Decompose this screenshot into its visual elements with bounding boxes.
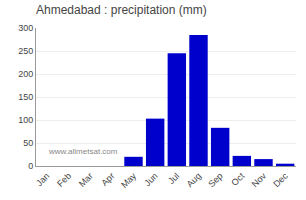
svg-text:Dec: Dec	[271, 170, 290, 189]
svg-text:Jul: Jul	[166, 171, 181, 186]
svg-text:Jan: Jan	[34, 171, 51, 188]
svg-text:Feb: Feb	[55, 171, 73, 189]
svg-text:www.allmetsat.com: www.allmetsat.com	[48, 147, 118, 156]
svg-text:Apr: Apr	[99, 171, 116, 188]
svg-text:150: 150	[18, 92, 33, 102]
svg-text:Nov: Nov	[250, 170, 269, 189]
svg-text:Mar: Mar	[77, 171, 95, 189]
svg-text:Ahmedabad : precipitation (mm): Ahmedabad : precipitation (mm)	[36, 3, 207, 17]
svg-text:250: 250	[18, 46, 33, 56]
svg-text:300: 300	[18, 23, 33, 33]
svg-text:0: 0	[28, 161, 33, 171]
svg-text:Aug: Aug	[185, 171, 203, 189]
svg-text:50: 50	[23, 138, 33, 148]
svg-text:Jun: Jun	[142, 171, 159, 188]
svg-text:Oct: Oct	[229, 170, 246, 187]
svg-text:200: 200	[18, 69, 33, 79]
svg-text:Sep: Sep	[206, 171, 224, 189]
svg-text:100: 100	[18, 115, 33, 125]
svg-text:May: May	[119, 170, 138, 189]
